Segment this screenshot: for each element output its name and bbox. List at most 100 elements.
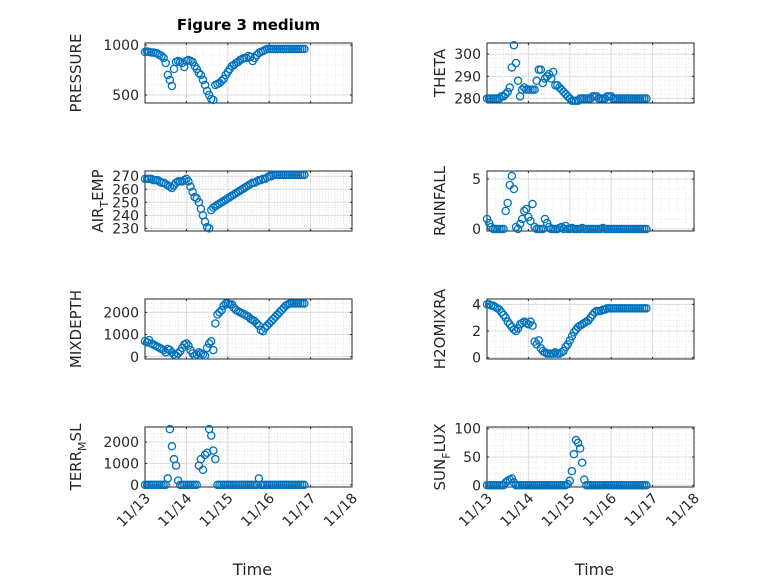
data-point [204, 339, 214, 348]
data-point [223, 194, 233, 203]
data-point [511, 326, 521, 336]
data-point [209, 203, 218, 212]
x-tick-label: 11/16 [238, 490, 278, 530]
y-tick-label: 4 [472, 297, 481, 313]
data-point [161, 58, 170, 68]
plot-area [145, 171, 352, 231]
data-point [211, 201, 220, 211]
y-tick-label: 260 [112, 182, 139, 198]
data-point [219, 301, 228, 310]
data-point [227, 191, 237, 201]
data-point [575, 444, 585, 453]
axes-box [144, 170, 353, 232]
y-axis-label-tail: LUX [431, 424, 449, 453]
subplot-5: 2000 1000 0 MIXDEPTH [67, 290, 353, 368]
data-point [501, 89, 510, 99]
axes-box [144, 426, 353, 488]
y-tick-label: 0 [130, 478, 139, 494]
data-point [497, 308, 506, 317]
data-point [252, 319, 262, 328]
data-point [211, 319, 220, 328]
data-point [569, 449, 579, 459]
data-point [178, 177, 187, 186]
data-point [163, 474, 173, 483]
data-point [165, 424, 175, 434]
data-point [229, 190, 239, 199]
data-point [200, 450, 210, 460]
data-point [167, 183, 177, 193]
x-tick-label: 11/13 [114, 491, 154, 531]
y-tick-label: 240 [112, 208, 139, 224]
y-axis-label-main: TERR [67, 451, 85, 492]
y-tick-label: 300 [454, 47, 481, 63]
data-point [590, 308, 599, 317]
y-axis-label: H2OMIXRA [431, 288, 449, 369]
data-point [159, 178, 168, 187]
y-tick-label: 0 [130, 350, 139, 366]
data-point [157, 51, 166, 61]
y-axis-label-main: H2OMIXRA [431, 288, 449, 369]
y-tick-label: 2 [472, 324, 481, 340]
data-point [161, 179, 170, 189]
data-point [182, 339, 191, 348]
data-point [215, 308, 224, 317]
y-axis-label-sub: T [98, 201, 111, 209]
y-tick-label: 2000 [103, 305, 139, 321]
data-point [163, 181, 173, 190]
data-point [240, 183, 249, 193]
data-point [499, 224, 508, 234]
data-point [520, 206, 529, 216]
y-axis-label: SUNFLUX [431, 424, 453, 491]
data-point [528, 321, 537, 330]
y-tick-label: 5 [472, 172, 481, 188]
data-point [219, 74, 228, 84]
data-point [171, 178, 181, 187]
data-point [567, 332, 577, 341]
data-point [198, 75, 208, 85]
data-point [513, 324, 523, 333]
data-point [524, 212, 533, 222]
data-point [563, 340, 572, 349]
data-point [536, 65, 546, 74]
data-point [577, 458, 587, 467]
y-tick-label: 0 [472, 478, 481, 494]
data-point [513, 224, 523, 234]
plot-area [487, 171, 694, 231]
data-point [548, 67, 558, 77]
data-point [202, 222, 212, 232]
data-point [192, 350, 201, 359]
axes-box [486, 42, 695, 104]
y-axis-label: PRESSURE [67, 34, 85, 113]
data-point [146, 174, 156, 184]
data-point [524, 320, 533, 329]
y-axis-label: THETA [431, 48, 449, 98]
data-point [235, 186, 245, 195]
x-tick-label: 11/18 [663, 491, 703, 531]
data-point [217, 305, 226, 315]
x-axis-label: Time [232, 560, 272, 579]
data-point [163, 70, 173, 80]
data-point [233, 187, 243, 197]
x-tick-label: 11/14 [155, 490, 195, 530]
data-point [184, 177, 193, 186]
data-point [586, 313, 595, 322]
y-tick-label: 290 [454, 69, 481, 85]
data-point [159, 53, 168, 63]
data-point [300, 299, 309, 308]
y-axis-label: TERRMSL [67, 423, 89, 492]
data-point [600, 305, 610, 314]
data-point [511, 58, 521, 68]
data-point [242, 182, 251, 191]
y-tick-label: 500 [112, 88, 139, 104]
data-point [188, 187, 197, 197]
data-point [238, 185, 247, 194]
data-point [573, 438, 583, 448]
x-axis-label: Time [574, 560, 614, 579]
y-axis-label: AIRTEMP [89, 169, 111, 232]
subplot-4: 5 0 RAINFALL [431, 165, 695, 238]
data-point [503, 87, 512, 97]
subplot-2: 300 290 280 THETA [431, 40, 695, 108]
data-point [642, 224, 651, 234]
y-tick-label: 100 [454, 422, 481, 438]
